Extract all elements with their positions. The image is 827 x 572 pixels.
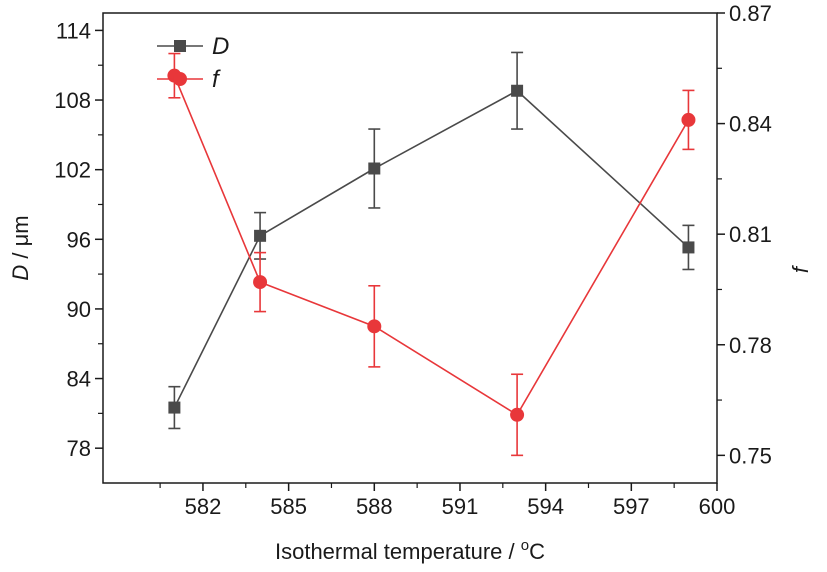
data-point: [168, 401, 181, 414]
data-point: [510, 407, 525, 422]
x-axis: 582 585 588 591 594 597 600: [159, 483, 736, 519]
y-axis-right: 0.75 0.78 0.81 0.84 0.87: [717, 1, 772, 468]
y-right-tick-label: 0.81: [729, 222, 772, 247]
series-line: [173, 89, 689, 408]
legend: Df: [157, 33, 229, 93]
y-right-tick-label: 0.84: [729, 112, 772, 137]
y-left-tick-label: 114: [56, 18, 91, 43]
legend-marker: [173, 72, 187, 86]
x-axis-title: Isothermal temperature / oC: [275, 537, 545, 564]
y-left-tick-label: 84: [67, 367, 91, 392]
series-D: [168, 51, 695, 430]
x-tick-label: 594: [527, 494, 564, 519]
data-point: [681, 112, 696, 127]
data-point: [682, 241, 695, 254]
y-right-tick-label: 0.78: [729, 333, 772, 358]
x-tick-label: 588: [356, 494, 393, 519]
legend-label: f: [212, 66, 221, 93]
y-left-tick-label: 90: [67, 297, 91, 322]
series-layer: [167, 51, 696, 457]
x-tick-label: 600: [699, 494, 736, 519]
x-tick-label: 591: [442, 494, 479, 519]
x-tick-label: 582: [185, 494, 222, 519]
plot-frame: [102, 12, 718, 484]
y-left-tick-label: 96: [67, 227, 91, 252]
legend-marker: [174, 40, 186, 52]
y-right-tick-label: 0.87: [729, 1, 772, 26]
legend-item-f: f: [157, 66, 221, 93]
x-tick-label: 585: [270, 494, 307, 519]
legend-item-D: D: [157, 33, 229, 60]
x-tick-label: 597: [613, 494, 650, 519]
y-left-tick-label: 102: [54, 158, 91, 183]
y-axis-left: 78 84 90 96 102 108 114: [54, 18, 103, 461]
data-point: [254, 229, 267, 242]
data-point: [253, 275, 268, 290]
y-left-tick-label: 108: [54, 88, 91, 113]
data-point: [367, 319, 382, 334]
data-point: [368, 162, 381, 175]
y-axis-right-title: f: [788, 264, 813, 273]
y-right-tick-label: 0.75: [729, 443, 772, 468]
series-line: [173, 75, 690, 416]
data-point: [511, 84, 524, 97]
plot-area: [102, 12, 718, 484]
series-f: [167, 52, 696, 457]
y-left-tick-label: 78: [67, 436, 91, 461]
legend-label: D: [212, 33, 229, 60]
y-axis-left-title: D / μm: [8, 215, 33, 280]
